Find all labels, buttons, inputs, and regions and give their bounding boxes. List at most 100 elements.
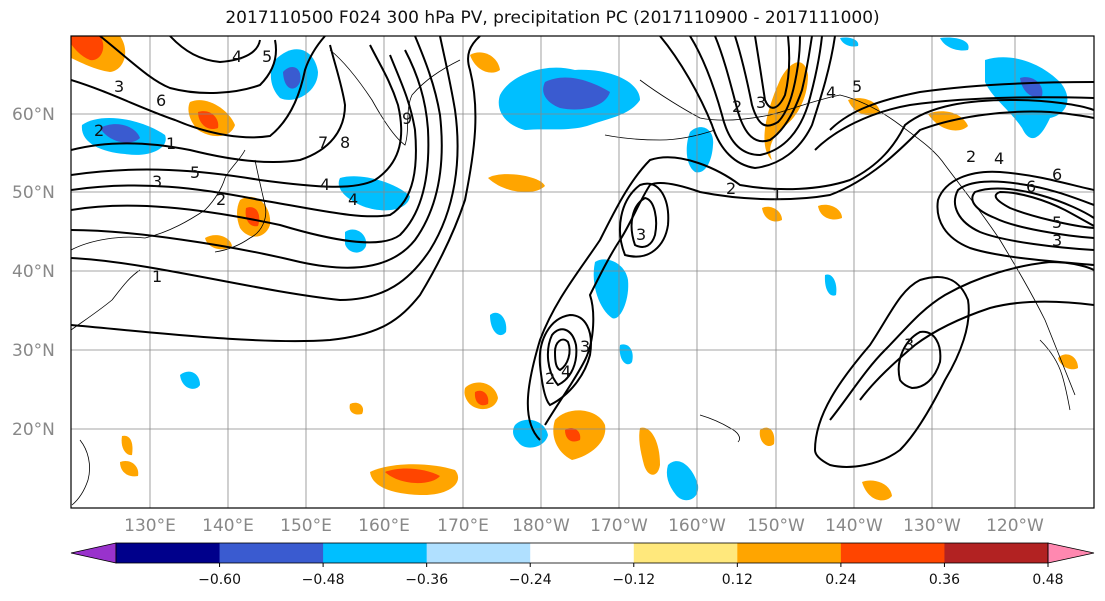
precip-anomaly-strong-positive — [198, 111, 219, 130]
colorbar-segments — [70, 542, 1095, 564]
pv-contour-29 — [813, 275, 970, 468]
colorbar-ticks: −0.60 −0.48 −0.36 −0.24 −0.12 0.12 0.24 0.36 0.4… — [198, 563, 1064, 588]
pv-contour-18 — [659, 36, 836, 170]
pv-contour-1 — [71, 36, 481, 343]
contour-label: 3 — [636, 225, 646, 244]
pv-contour-27 — [971, 187, 1094, 239]
lat-label: 50°N — [12, 183, 55, 203]
precip-anomaly-negative — [180, 371, 200, 389]
colorbar-segment — [633, 543, 738, 563]
pv-contour-31 — [829, 260, 1094, 421]
precip-anomaly-negative — [593, 259, 629, 319]
contour-label: 5 — [262, 47, 272, 66]
precip-anomaly-positive — [862, 480, 892, 501]
pv-contour-30 — [897, 330, 942, 390]
colorbar-extend-min — [70, 542, 117, 564]
precip-anomaly-negative — [824, 274, 837, 296]
lon-label: 160°W — [668, 516, 726, 536]
colorbar-tick-label: −0.36 — [405, 572, 448, 588]
contour-label: 1 — [152, 267, 162, 286]
lat-label: 20°N — [12, 420, 55, 440]
colorbar-tick-label: −0.48 — [302, 572, 345, 588]
contour-label: 6 — [1026, 177, 1036, 196]
lon-label: 120°W — [986, 516, 1044, 536]
lon-label: 180°W — [512, 516, 570, 536]
precip-anomaly-negative — [490, 312, 507, 336]
precip-anomaly-positive — [759, 427, 775, 447]
pv-contour-4 — [71, 49, 430, 244]
map-title: 2017110500 F024 300 hPa PV, precipitatio… — [225, 8, 880, 28]
contour-label: 2 — [732, 97, 742, 116]
colorbar-segment — [426, 543, 531, 563]
colorbar-tick-label: −0.24 — [509, 572, 552, 588]
colorbar-frame — [115, 542, 1049, 564]
lon-label: 170°E — [437, 516, 489, 536]
coastline-china — [71, 269, 141, 331]
contour-label: 4 — [348, 190, 358, 209]
colorbar-tick-label: 0.24 — [825, 572, 856, 588]
pv-contour-19 — [689, 36, 823, 157]
precip-anomaly-positive — [120, 460, 139, 477]
pv-contour-labels: 4 5 3 6 2 1 7 8 9 4 5 3 2 1 2 3 4 4 3 2 — [94, 47, 1062, 388]
precip-anomaly-positive — [470, 52, 500, 73]
lon-label: 150°E — [280, 516, 332, 536]
coastline-philippines — [71, 439, 90, 506]
precip-anomaly-strong-positive — [245, 207, 260, 227]
pv-contour-24 — [829, 81, 1094, 131]
lon-label: 130°W — [903, 516, 961, 536]
colorbar-tick-label: −0.12 — [612, 572, 655, 588]
precip-anomaly-negative — [666, 461, 699, 501]
colorbar-tick-label: −0.60 — [198, 572, 241, 588]
coastline-baja — [1039, 339, 1071, 411]
precip-anomaly-positive — [762, 206, 782, 222]
pv-contour-3 — [71, 36, 443, 269]
pv-contour-25 — [936, 170, 1094, 266]
pv-contour-26 — [953, 180, 1094, 251]
precip-anomaly-strong-positive — [474, 390, 489, 406]
colorbar: −0.60 −0.48 −0.36 −0.24 −0.12 0.12 0.24 0.36 0.4… — [70, 542, 1095, 588]
precip-anomaly-positive — [848, 98, 880, 116]
contour-label: 4 — [561, 362, 571, 381]
coastline-east-asia — [71, 149, 246, 251]
contour-label: 1 — [772, 185, 782, 204]
contour-label: 3 — [580, 337, 590, 356]
precip-anomaly-positive — [121, 435, 133, 456]
lon-label: 140°W — [825, 516, 883, 536]
colorbar-tick-label: 0.48 — [1032, 572, 1063, 588]
lon-label: 150°W — [747, 516, 805, 536]
pv-contour-14 — [546, 328, 578, 387]
longitude-labels: 130°E 140°E 150°E 160°E 170°E 180°W 170°… — [124, 516, 1044, 536]
contour-label: 5 — [852, 77, 862, 96]
contour-label: 4 — [232, 47, 242, 66]
pv-contour-2 — [71, 36, 459, 302]
contour-label: 6 — [1052, 165, 1062, 184]
contour-label: 2 — [966, 147, 976, 166]
lat-label: 40°N — [12, 262, 55, 282]
lon-label: 160°E — [358, 516, 410, 536]
contour-label: 2 — [545, 369, 555, 388]
pv-contour-28 — [994, 190, 1094, 229]
precip-anomaly-strong-negative — [283, 67, 301, 89]
coastline-north-america-west — [944, 164, 1076, 396]
pv-contours — [71, 36, 1094, 468]
precip-anomaly-positive — [818, 204, 842, 220]
colorbar-segment — [944, 543, 1049, 563]
colorbar-tick-label: 0.36 — [929, 572, 960, 588]
contour-label: 3 — [756, 93, 766, 112]
contour-label: 4 — [826, 83, 836, 102]
pv-contour-12 — [544, 110, 1094, 426]
contour-label: 2 — [94, 121, 104, 140]
coastline-kamchatka — [329, 49, 461, 146]
contour-label: 8 — [340, 133, 350, 152]
contour-label: 3 — [152, 172, 162, 191]
pv-contour-7 — [71, 36, 326, 139]
colorbar-tick-label: 0.12 — [722, 572, 753, 588]
contour-label: 7 — [318, 133, 328, 152]
precip-anomaly-strong-negative — [100, 124, 140, 143]
precip-anomaly-negative — [940, 37, 969, 51]
contour-label: 9 — [402, 109, 412, 128]
contour-label: 5 — [1052, 213, 1062, 232]
contour-label: 3 — [114, 77, 124, 96]
lat-label: 60°N — [12, 105, 55, 125]
pv-contour-22 — [754, 36, 791, 109]
